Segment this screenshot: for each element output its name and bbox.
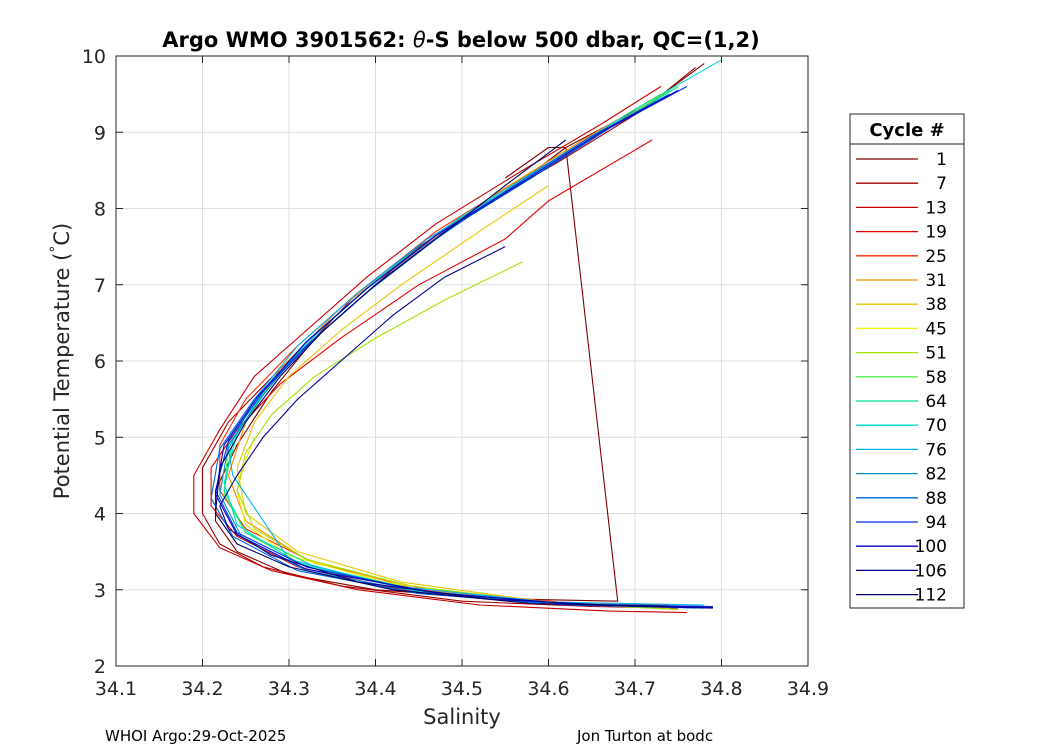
legend-items: 1 7 13 19 25 31 38 45 51 58 64 70 76 82 88 94 100 106 112	[856, 150, 947, 606]
y-tick-label: 7	[94, 275, 106, 297]
footer-right: Jon Turton at bodc	[576, 727, 713, 745]
legend-label-cycle-94: 94	[925, 513, 947, 533]
legend-label-cycle-19: 19	[925, 223, 947, 243]
y-axis-label-degree: °	[48, 246, 64, 253]
footer-left: WHOI Argo:29-Oct-2025	[105, 727, 286, 745]
y-tick-label: 3	[94, 580, 106, 602]
legend-label-cycle-38: 38	[925, 295, 947, 315]
x-tick-label: 34.9	[787, 678, 829, 700]
y-tick-label: 4	[94, 504, 106, 526]
y-axis-label-end: C)	[50, 223, 74, 246]
legend-title: Cycle #	[869, 120, 944, 141]
series-line-cycle-112	[214, 139, 670, 608]
y-tick-label: 10	[82, 46, 106, 68]
legend-label-cycle-51: 51	[925, 344, 947, 364]
series-line-cycle-13	[193, 86, 687, 614]
y-axis-label: Potential Temperature (°C)	[48, 223, 74, 499]
x-tick-label: 34.4	[354, 678, 396, 700]
x-tick-label: 34.8	[700, 678, 742, 700]
legend-label-cycle-88: 88	[925, 489, 947, 509]
legend-label-cycle-13: 13	[925, 198, 947, 218]
legend-label-cycle-82: 82	[925, 465, 947, 485]
legend: Cycle # 1 7 13 19 25 31 38 45 51 58 64 70 76 82 88 94 10…	[849, 113, 965, 609]
series-line-cycle-51	[236, 261, 679, 611]
chart-title-theta: θ	[413, 28, 426, 52]
legend-label-cycle-106: 106	[915, 561, 947, 581]
x-tick-label: 34.2	[181, 678, 223, 700]
legend-label-cycle-58: 58	[925, 368, 947, 388]
legend-label-cycle-70: 70	[925, 416, 947, 436]
legend-label-cycle-25: 25	[925, 247, 947, 267]
legend-label-cycle-31: 31	[925, 271, 947, 291]
y-tick-label: 6	[94, 351, 106, 373]
y-tick-label: 8	[94, 199, 106, 221]
plot-series	[193, 59, 722, 614]
x-tick-label: 34.3	[268, 678, 310, 700]
legend-label-cycle-64: 64	[925, 392, 947, 412]
x-tick-label: 34.7	[614, 678, 656, 700]
y-tick-label: 5	[94, 427, 106, 449]
series-line-cycle-88	[210, 93, 705, 609]
legend-box	[849, 113, 965, 609]
legend-label-cycle-76: 76	[925, 440, 947, 460]
legend-label-cycle-1: 1	[936, 150, 947, 170]
x-tick-label: 34.1	[95, 678, 137, 700]
legend-label-cycle-112: 112	[915, 586, 947, 606]
y-axis-label-main: Potential Temperature (	[50, 253, 74, 500]
axis-ticks: 34.1 34.2 34.3 34.4 34.5 34.6 34.7 34.8 34.9 2 3 4 5…	[82, 46, 829, 700]
chart-title-prefix: Argo WMO 3901562:	[162, 28, 413, 52]
x-axis-label: Salinity	[423, 705, 501, 729]
y-tick-label: 2	[94, 656, 106, 678]
chart-title: Argo WMO 3901562: θ-S below 500 dbar, QC…	[162, 28, 759, 52]
series-line-cycle-38	[236, 185, 670, 609]
legend-label-cycle-100: 100	[915, 537, 947, 557]
legend-label-cycle-7: 7	[936, 174, 947, 194]
series-line-cycle-106	[219, 246, 713, 609]
x-tick-label: 34.6	[527, 678, 569, 700]
y-tick-label: 9	[94, 122, 106, 144]
x-tick-label: 34.5	[441, 678, 483, 700]
legend-label-cycle-45: 45	[925, 319, 947, 339]
chart-title-suffix: -S below 500 dbar, QC=(1,2)	[426, 28, 760, 52]
